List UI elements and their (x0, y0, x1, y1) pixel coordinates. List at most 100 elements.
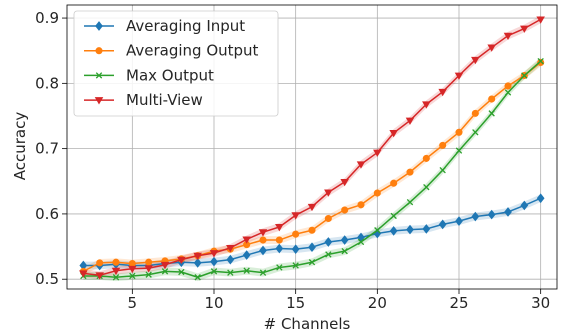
data-point (390, 179, 398, 187)
data-point (406, 224, 414, 235)
data-point-stroke (325, 251, 332, 258)
data-point (537, 58, 545, 67)
data-point (144, 265, 153, 273)
data-point (324, 214, 332, 223)
data-point (193, 258, 202, 268)
data-point (438, 219, 447, 230)
data-point (389, 130, 398, 138)
data-point (95, 72, 103, 79)
data-point (79, 270, 88, 278)
data-point-stroke (259, 269, 267, 276)
x-tick-label: 15 (286, 294, 305, 312)
data-point (96, 259, 104, 267)
data-point-stroke (423, 183, 430, 191)
legend-item: Multi-View (84, 91, 203, 109)
data-point (177, 256, 186, 264)
data-point (275, 224, 284, 232)
data-point (504, 89, 512, 96)
data-point (325, 251, 332, 258)
data-point-stroke (488, 110, 495, 117)
data-point-stroke (504, 89, 512, 96)
confidence-band (83, 194, 541, 270)
plot-frame (66, 4, 558, 290)
y-axis-label: Accuracy (11, 112, 29, 181)
data-point (242, 236, 251, 244)
data-point (276, 264, 283, 271)
data-point (194, 274, 201, 281)
data-point (422, 224, 431, 234)
legend-item: Max Output (84, 66, 214, 84)
data-point-stroke (161, 268, 169, 275)
data-point-stroke (341, 247, 348, 255)
data-point (259, 236, 267, 244)
legend-label: Averaging Output (126, 42, 259, 60)
data-point (226, 244, 235, 253)
data-point (472, 129, 479, 136)
data-point (275, 236, 283, 244)
y-tick-label: 0.6 (35, 205, 59, 223)
data-point-stroke (227, 269, 234, 276)
x-tick-label: 5 (128, 294, 138, 312)
data-point (160, 261, 170, 270)
data-point (471, 211, 480, 222)
data-point-stroke (292, 262, 299, 269)
data-point-stroke (243, 267, 250, 274)
data-point (504, 207, 512, 217)
data-point (242, 250, 251, 260)
data-point (536, 16, 545, 24)
legend-label: Max Output (126, 66, 214, 84)
data-point (307, 203, 317, 212)
data-point (487, 44, 496, 52)
data-point (405, 117, 415, 125)
data-point (95, 21, 103, 31)
data-point (520, 200, 529, 211)
data-point (94, 97, 104, 105)
legend-label: Averaging Input (126, 17, 245, 35)
legend: Averaging Input Averaging Output Max Outpu… (73, 10, 279, 117)
data-point (111, 267, 121, 276)
data-point (374, 227, 381, 234)
data-point (422, 154, 430, 162)
data-point (259, 269, 267, 276)
data-point (341, 206, 349, 214)
data-point (275, 243, 284, 254)
data-point (308, 226, 316, 234)
data-point (209, 250, 219, 258)
x-axis-label: # Channels (264, 315, 351, 333)
series-max-output (80, 57, 544, 281)
data-point (471, 109, 479, 117)
data-point (455, 128, 463, 136)
data-point-stroke (374, 227, 381, 234)
confidence-band (83, 15, 541, 280)
grid-lines (67, 5, 557, 289)
data-point (112, 274, 120, 281)
series-multi-view (79, 16, 545, 280)
data-point (210, 268, 218, 275)
data-point-stroke (178, 268, 185, 276)
data-point (227, 269, 234, 276)
data-point (503, 32, 513, 41)
data-point (112, 258, 120, 266)
data-point (128, 259, 136, 268)
data-point (438, 88, 447, 97)
data-point-stroke (95, 72, 103, 79)
data-point (422, 101, 431, 109)
data-point (537, 57, 544, 65)
data-point (193, 252, 202, 261)
data-point-stroke (537, 57, 544, 65)
data-point (161, 268, 169, 275)
data-point-stroke (521, 72, 528, 79)
data-point (373, 189, 381, 197)
data-point-stroke (357, 238, 365, 246)
data-point (95, 272, 104, 280)
data-point (129, 272, 136, 280)
data-point (390, 212, 397, 220)
data-point (536, 193, 545, 204)
data-point (291, 244, 300, 255)
data-point (210, 256, 218, 267)
plot-border (66, 4, 558, 290)
data-point (455, 216, 463, 226)
x-tick-label: 20 (368, 294, 387, 312)
data-point (373, 149, 382, 157)
